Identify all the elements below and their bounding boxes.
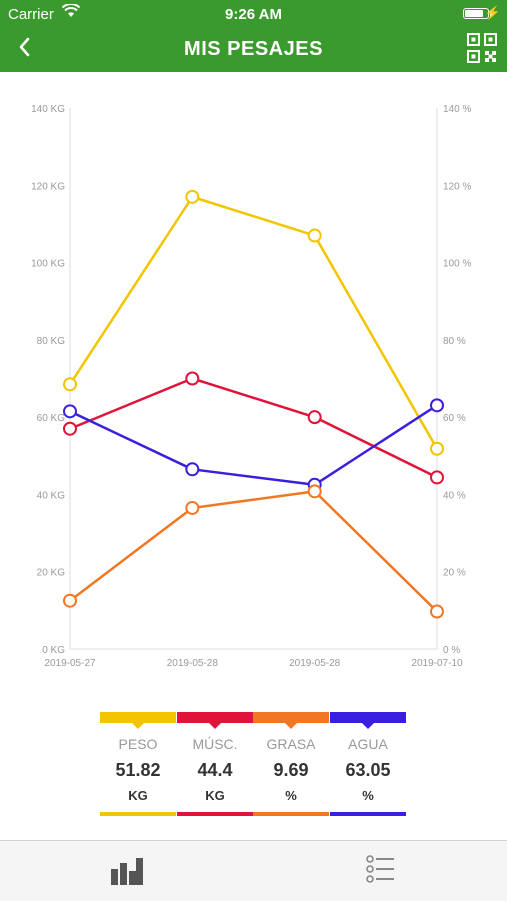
legend-arrow: [209, 723, 221, 729]
legend-value: 44.4: [197, 760, 233, 780]
data-point-musc[interactable]: [307, 410, 322, 425]
y-right-tick-label: 0 %: [443, 645, 460, 656]
legend-color-bar: [177, 712, 253, 723]
y-right-tick-label: 80 %: [443, 336, 466, 347]
legend-unit: %: [362, 788, 374, 803]
tab-list[interactable]: [362, 849, 402, 889]
data-point-musc[interactable]: [430, 470, 444, 485]
data-point-peso[interactable]: [430, 441, 444, 456]
legend-item-agua[interactable]: AGUA 63.05 %: [330, 712, 406, 816]
y-left-tick-label: 140 KG: [31, 104, 65, 115]
list-icon: [366, 855, 394, 883]
data-point-agua[interactable]: [63, 404, 77, 419]
legend-unit: KG: [128, 788, 148, 803]
wifi-icon: [61, 3, 81, 22]
series-line-musc: [69, 377, 438, 479]
y-right-tick-label: 140 %: [443, 104, 471, 115]
legend-underline: [177, 812, 253, 816]
y-left-tick-label: 20 KG: [37, 568, 66, 579]
series-line-grasa: [69, 490, 438, 613]
y-right-tick-label: 20 %: [443, 568, 466, 579]
legend-arrow: [132, 723, 144, 729]
data-point-peso[interactable]: [185, 189, 200, 204]
legend-underline: [330, 812, 406, 816]
y-left-tick-label: 120 KG: [31, 181, 65, 192]
legend-arrow: [362, 723, 374, 729]
series-group: [63, 189, 444, 619]
charging-icon: ⚡: [484, 5, 501, 20]
chevron-left-icon: [19, 37, 30, 57]
y-right-tick-label: 60 %: [443, 413, 466, 424]
carrier-label: Carrier: [8, 6, 54, 23]
x-tick-label: 2019-07-10: [411, 658, 463, 669]
data-point-grasa[interactable]: [185, 500, 200, 515]
x-tick-label: 2019-05-27: [44, 658, 96, 669]
legend-arrow: [285, 723, 297, 729]
nav-bar: MIS PESAJES: [0, 28, 507, 72]
legend-color-bar: [330, 712, 406, 723]
back-button[interactable]: [12, 34, 36, 64]
legend-item-musc[interactable]: MÚSC. 44.4 KG: [177, 712, 253, 816]
y-left-tick-label: 100 KG: [31, 259, 65, 270]
legend: PESO 51.82 KG MÚSC. 44.4 KG GRASA 9.69 %…: [100, 712, 406, 816]
legend-item-grasa[interactable]: GRASA 9.69 %: [253, 712, 329, 816]
x-tick-label: 2019-05-28: [167, 658, 219, 669]
x-tick-label: 2019-05-28: [289, 658, 341, 669]
y-left-tick-label: 80 KG: [37, 336, 66, 347]
status-time: 9:26 AM: [225, 6, 282, 23]
legend-unit: KG: [205, 788, 225, 803]
data-point-musc[interactable]: [185, 371, 200, 386]
legend-label: GRASA: [266, 736, 316, 752]
data-point-grasa[interactable]: [307, 484, 322, 499]
y-right-tick-label: 120 %: [443, 181, 471, 192]
battery-icon: [463, 8, 492, 19]
tab-chart[interactable]: [106, 849, 146, 889]
y-right-tick-label: 100 %: [443, 259, 471, 270]
legend-underline: [253, 812, 329, 816]
y-right-ticks: 0 % 20 % 40 % 60 % 80 % 100 % 120 % 140 %: [443, 104, 471, 656]
legend-value: 9.69: [273, 760, 309, 780]
legend-label: PESO: [118, 736, 158, 752]
legend-label: MÚSC.: [192, 736, 238, 752]
qr-code-button[interactable]: [467, 33, 497, 63]
y-left-tick-label: 40 KG: [37, 490, 66, 501]
weight-chart-svg: 0 KG 20 KG 40 KG 60 KG 80 KG 100 KG 120 KG 140 …: [31, 104, 471, 669]
legend-unit: %: [285, 788, 297, 803]
data-point-agua[interactable]: [430, 398, 444, 413]
tab-bar: [0, 840, 507, 901]
page-title: MIS PESAJES: [184, 38, 323, 60]
legend-value: 51.82: [115, 760, 161, 780]
legend-label: AGUA: [348, 736, 388, 752]
y-left-tick-label: 0 KG: [42, 645, 65, 656]
data-point-peso[interactable]: [307, 228, 322, 243]
x-ticks: 2019-05-27 2019-05-28 2019-05-28 2019-07-10: [44, 658, 463, 669]
qr-code-icon: [467, 33, 497, 63]
y-left-ticks: 0 KG 20 KG 40 KG 60 KG 80 KG 100 KG 120 KG 140 …: [31, 104, 65, 656]
data-point-grasa[interactable]: [430, 604, 444, 619]
legend-color-bar: [100, 712, 176, 723]
y-left-tick-label: 60 KG: [37, 413, 66, 424]
bar-chart-icon: [111, 858, 143, 885]
legend-color-bar: [253, 712, 329, 723]
data-point-agua[interactable]: [185, 462, 200, 477]
data-point-peso[interactable]: [63, 377, 77, 392]
legend-value: 63.05: [345, 760, 391, 780]
series-line-peso: [68, 195, 439, 450]
y-right-tick-label: 40 %: [443, 490, 466, 501]
series-line-agua: [69, 404, 438, 487]
weight-chart: 0 KG 20 KG 40 KG 60 KG 80 KG 100 KG 120 KG 140 …: [0, 72, 507, 702]
data-point-grasa[interactable]: [63, 593, 77, 608]
legend-item-peso[interactable]: PESO 51.82 KG: [100, 712, 176, 816]
status-bar: Carrier 9:26 AM ⚡: [0, 0, 507, 28]
data-point-musc[interactable]: [63, 421, 77, 436]
legend-underline: [100, 812, 176, 816]
